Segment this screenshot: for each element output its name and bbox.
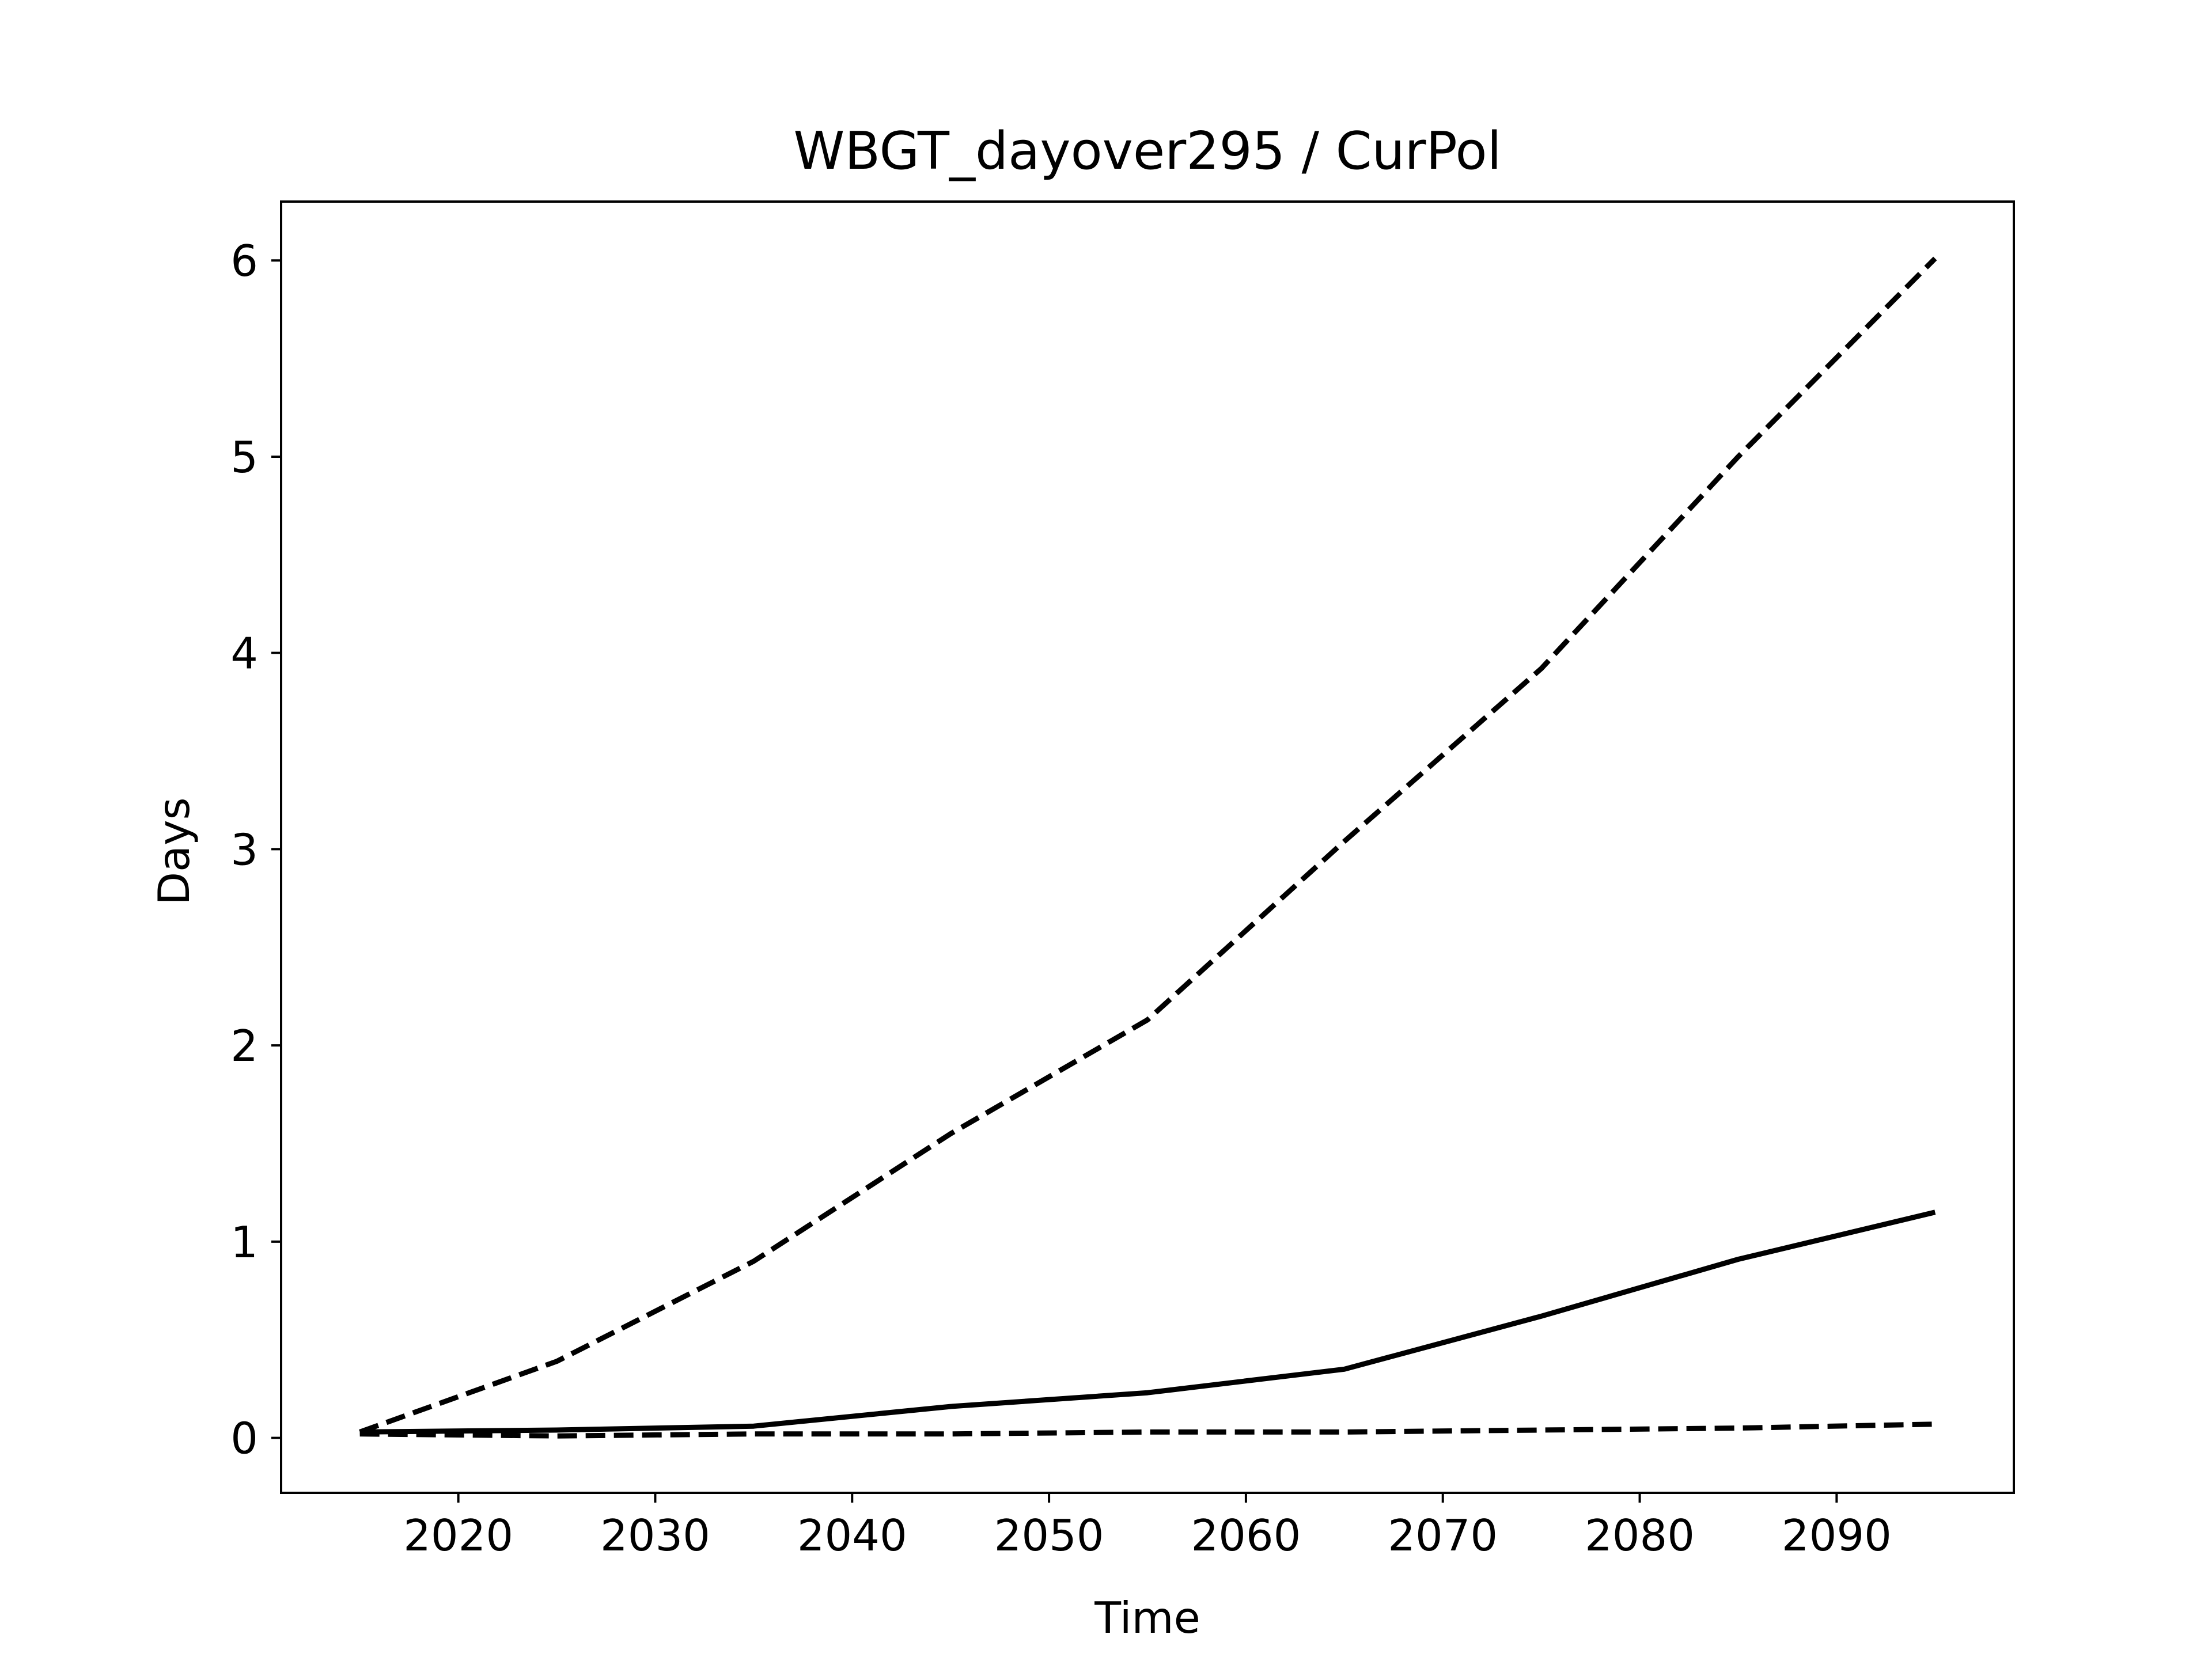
series-line-2 <box>359 1209 1936 1435</box>
plot-area: 2020 2030 2040 2050 2060 2070 2080 2090 0 1 2 3 4 5 6 <box>230 200 2015 1561</box>
x-tick-label: 2080 <box>1585 1510 1695 1561</box>
y-tick-label: 5 <box>230 432 258 483</box>
x-axis-label: Time <box>1094 1592 1200 1643</box>
x-tick-label: 2050 <box>994 1510 1104 1561</box>
y-tick-label: 6 <box>230 236 258 286</box>
x-tick-label: 2090 <box>1782 1510 1892 1561</box>
x-tick-label: 2040 <box>797 1510 907 1561</box>
x-tick-label: 2020 <box>403 1510 513 1561</box>
y-tick-label: 0 <box>230 1413 258 1464</box>
x-tick-label: 2030 <box>600 1510 710 1561</box>
chart-title: WBGT_dayover295 / CurPol <box>793 121 1501 181</box>
series-line-1 <box>359 256 1937 1435</box>
y-tick-label: 2 <box>230 1021 258 1071</box>
series-line-3 <box>359 1421 1936 1439</box>
y-axis-label: Days <box>149 797 199 905</box>
plot-frame <box>280 200 2015 1494</box>
x-tick-label: 2060 <box>1191 1510 1301 1561</box>
x-tick-label: 2070 <box>1388 1510 1498 1561</box>
y-tick-label: 1 <box>230 1217 258 1268</box>
y-tick-label: 4 <box>230 628 258 679</box>
y-tick-label: 3 <box>230 824 258 875</box>
